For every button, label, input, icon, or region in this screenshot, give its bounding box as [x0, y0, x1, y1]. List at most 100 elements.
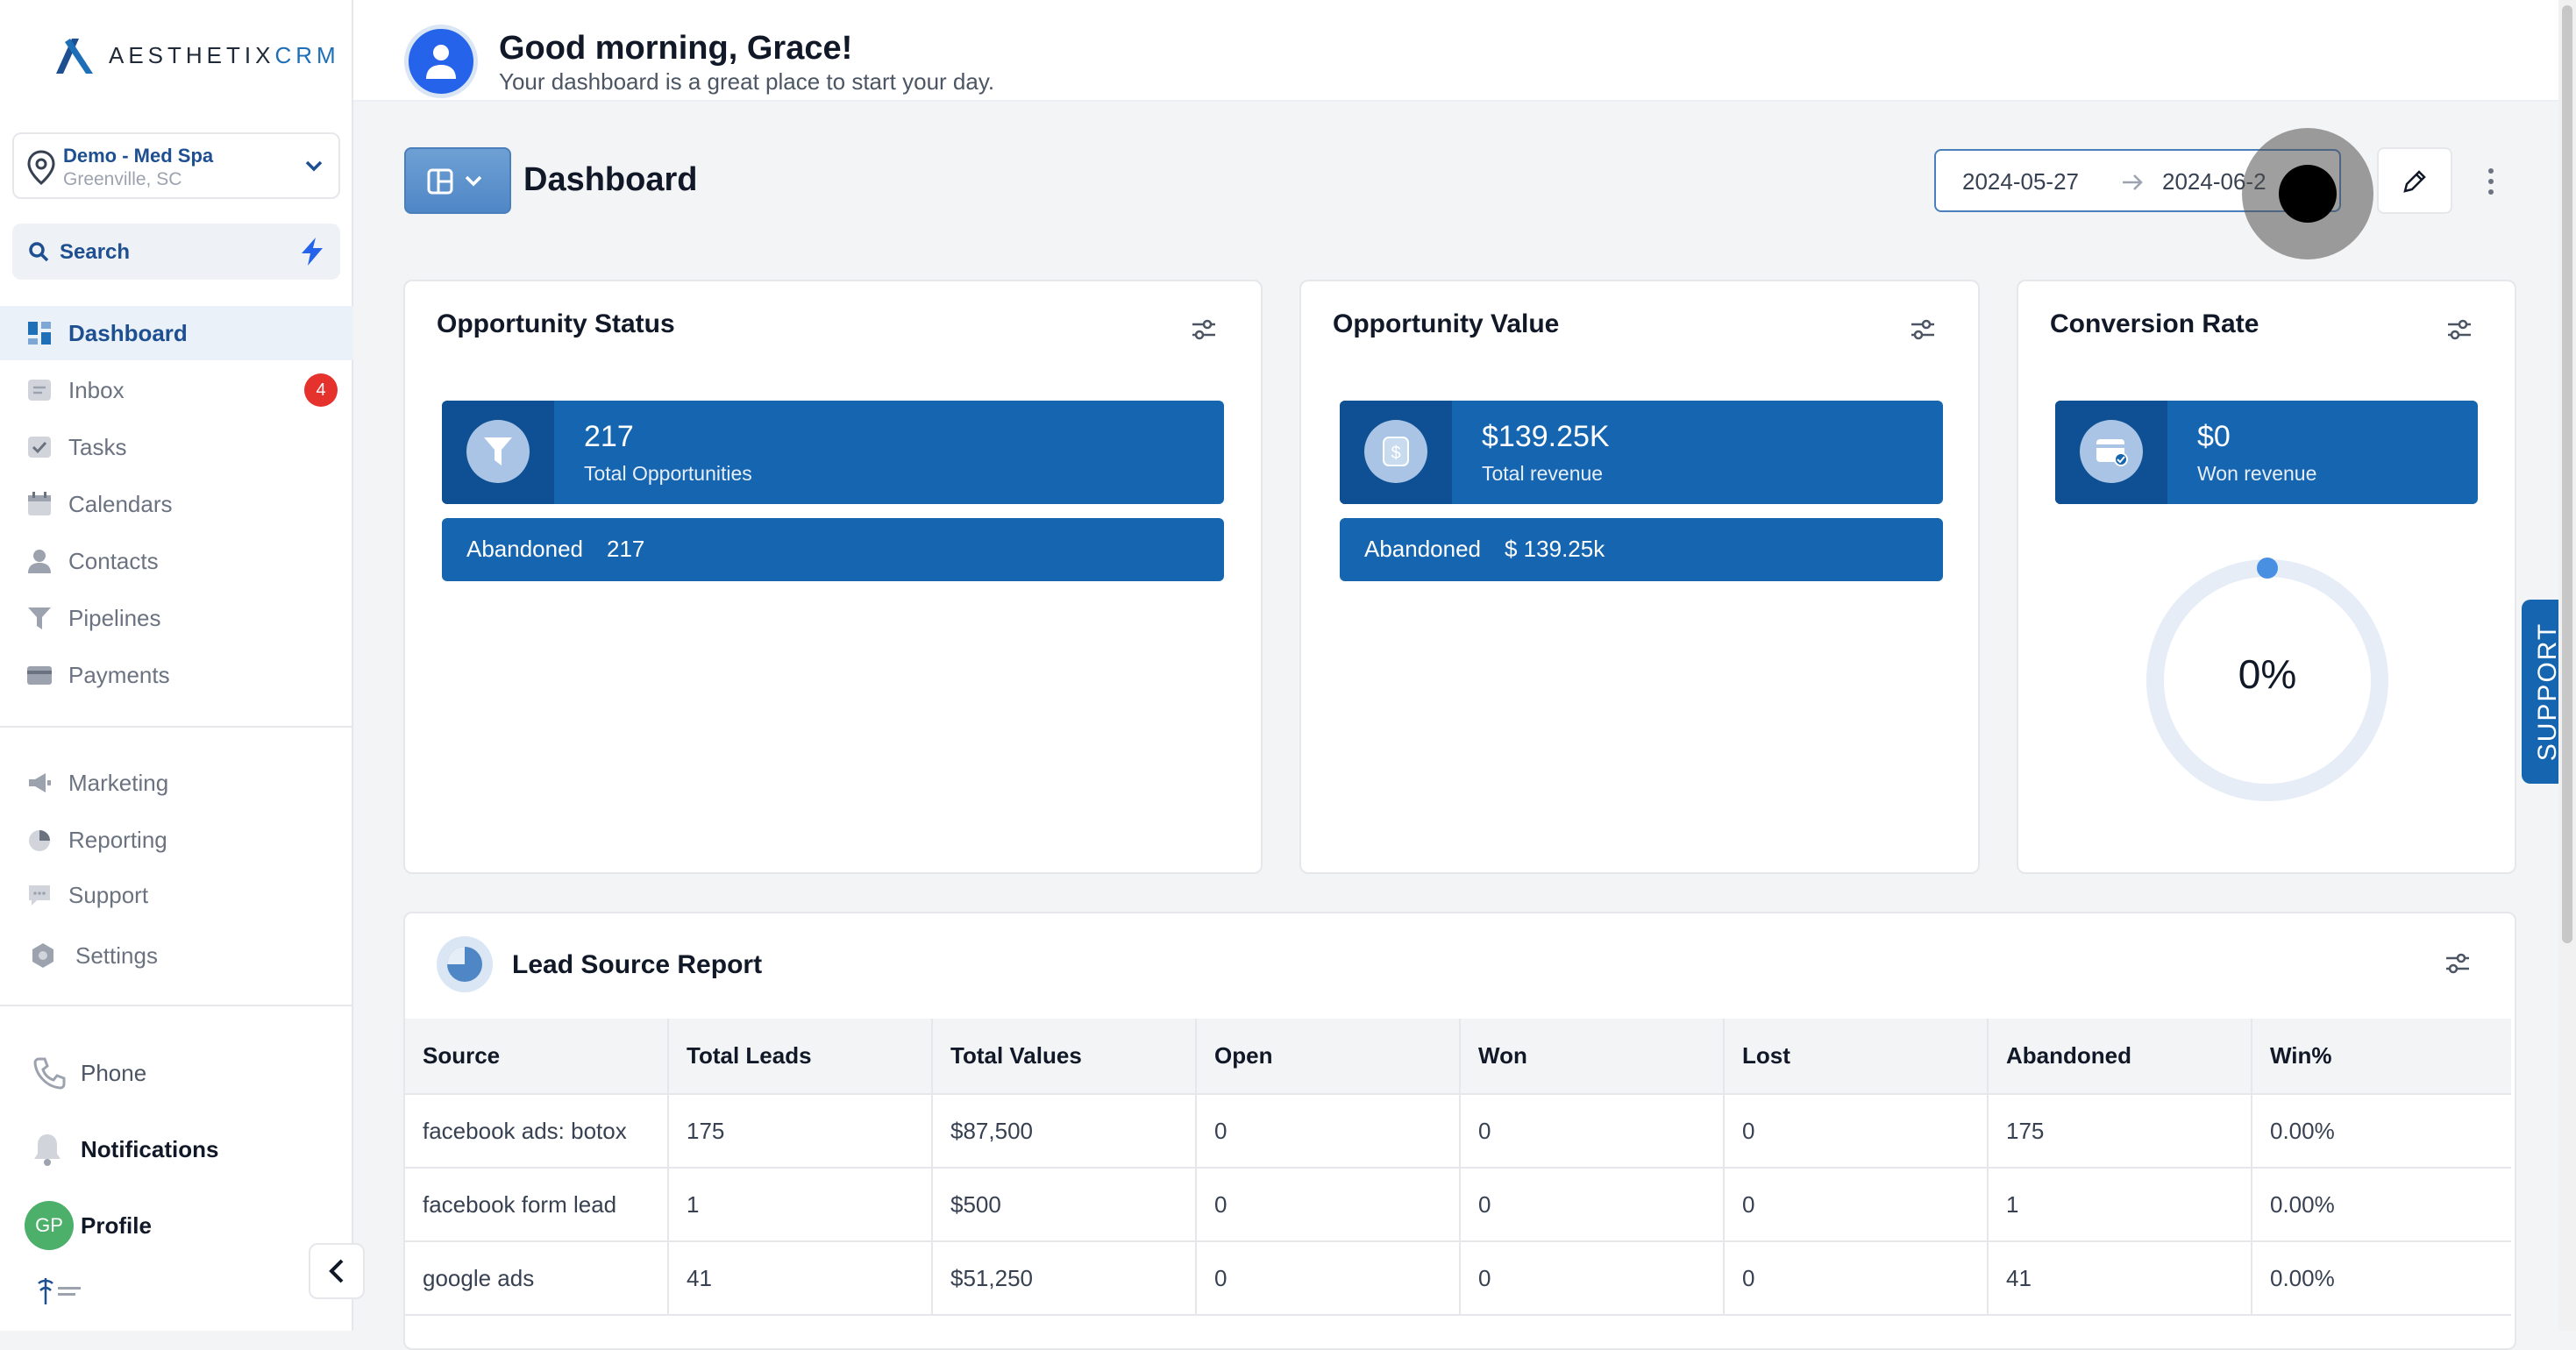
column-header[interactable]: Open [1196, 1019, 1461, 1095]
gauge-knob [2257, 558, 2278, 579]
stat-value: $0 [2197, 420, 2231, 453]
sidebar-item-calendars[interactable]: Calendars [0, 477, 353, 531]
sidebar-divider [0, 726, 353, 728]
lead-source-table: Source Total Leads Total Values Open Won… [405, 1019, 2511, 1316]
notifications-button[interactable]: Notifications [0, 1123, 353, 1176]
column-header[interactable]: Abandoned [1988, 1019, 2252, 1095]
marketing-icon [29, 773, 51, 792]
greeting-title: Good morning, Grace! [499, 30, 853, 67]
reporting-icon [29, 830, 50, 851]
more-options-icon[interactable] [2480, 167, 2501, 196]
pie-chart-icon [447, 947, 482, 982]
sidebar-item-label: Calendars [68, 490, 173, 517]
phone-label: Phone [81, 1059, 147, 1086]
column-header[interactable]: Total Values [932, 1019, 1197, 1095]
dashboard-switcher-button[interactable] [404, 147, 511, 214]
sidebar-item-payments[interactable]: Payments [0, 648, 353, 702]
profile-button[interactable]: GP Profile [0, 1199, 353, 1252]
abandoned-row[interactable]: Abandoned 217 [442, 518, 1224, 581]
stat-icon-box [442, 401, 554, 504]
quick-action-bolt-icon[interactable] [296, 236, 328, 267]
date-start: 2024-05-27 [1962, 168, 2079, 195]
column-header[interactable]: Won [1460, 1019, 1725, 1095]
table-header-row: Source Total Leads Total Values Open Won… [405, 1019, 2511, 1095]
brand-logo[interactable]: AESTHETIXCRM [53, 33, 340, 77]
won-revenue-stat[interactable]: $0 Won revenue [2055, 401, 2478, 504]
sidebar-item-dashboard[interactable]: Dashboard [0, 306, 353, 360]
sidebar-item-marketing[interactable]: Marketing [0, 756, 353, 810]
table-cell: 1 [668, 1168, 933, 1242]
column-header[interactable]: Total Leads [668, 1019, 933, 1095]
sidebar-item-reporting[interactable]: Reporting [0, 813, 353, 867]
column-header[interactable]: Lost [1724, 1019, 1989, 1095]
table-cell: 0 [1196, 1168, 1461, 1242]
stat-value: 217 [584, 420, 634, 453]
calendar-icon [28, 492, 51, 515]
sidebar-item-label: Settings [75, 941, 158, 969]
stat-icon-box: $ [1340, 401, 1452, 504]
sidebar-item-support[interactable]: Support [0, 868, 353, 922]
profile-label: Profile [81, 1211, 152, 1239]
table-cell: 0.00% [2252, 1241, 2511, 1316]
phone-icon [33, 1057, 66, 1090]
table-cell: 0 [1724, 1168, 1989, 1242]
sidebar: AESTHETIXCRM Demo - Med Spa Greenville, … [0, 0, 353, 1331]
pipelines-icon [28, 608, 51, 629]
row-label: Abandoned [1364, 536, 1482, 562]
sidebar-item-label: Inbox [68, 376, 125, 403]
payments-icon [27, 666, 52, 685]
chevron-down-icon [305, 160, 323, 172]
total-opportunities-stat[interactable]: 217 Total Opportunities [442, 401, 1224, 504]
collapse-sidebar-button[interactable] [309, 1243, 365, 1299]
greeting-header: Good morning, Grace! Your dashboard is a… [353, 0, 2576, 102]
location-switcher[interactable]: Demo - Med Spa Greenville, SC [12, 132, 340, 199]
dashboard-icon [28, 322, 51, 345]
sidebar-item-label: Marketing [68, 769, 169, 796]
total-revenue-stat[interactable]: $ $139.25K Total revenue [1340, 401, 1943, 504]
sidebar-item-contacts[interactable]: Contacts [0, 534, 353, 588]
sidebar-item-inbox[interactable]: Inbox 4 [0, 363, 353, 417]
row-label: Abandoned [466, 536, 584, 562]
filter-icon[interactable] [2444, 950, 2471, 977]
lead-source-report-card: Lead Source Report Source Total Leads To… [403, 912, 2516, 1350]
table-cell: 41 [1988, 1241, 2252, 1316]
scrollbar-thumb[interactable] [2562, 5, 2572, 943]
table-cell: $51,250 [932, 1241, 1197, 1316]
greeting-subtitle: Your dashboard is a great place to start… [499, 68, 995, 95]
filter-icon[interactable] [1910, 316, 1936, 343]
edit-dashboard-button[interactable] [2377, 147, 2452, 214]
column-header[interactable]: Win% [2252, 1019, 2511, 1095]
sidebar-item-tasks[interactable]: Tasks [0, 420, 353, 474]
location-name: Demo - Med Spa [63, 145, 214, 167]
card-title: Conversion Rate [2050, 309, 2259, 338]
opportunity-status-card: Opportunity Status 217 Total Opportuniti… [403, 280, 1263, 874]
table-cell: 0 [1460, 1168, 1725, 1242]
stat-label: Total revenue [1482, 462, 1604, 485]
sidebar-item-pipelines[interactable]: Pipelines [0, 591, 353, 645]
arrow-right-icon [2123, 174, 2143, 190]
table-cell: 175 [1988, 1094, 2252, 1169]
logo-mark-icon [56, 39, 93, 74]
table-row[interactable]: google ads 41 $51,250 0 0 0 41 0.00% [405, 1241, 2511, 1316]
column-header[interactable]: Source [405, 1019, 669, 1095]
table-row[interactable]: facebook ads: botox 175 $87,500 0 0 0 17… [405, 1094, 2511, 1169]
table-cell: $87,500 [932, 1094, 1197, 1169]
phone-button[interactable]: Phone [0, 1047, 353, 1099]
table-cell: 0 [1724, 1241, 1989, 1316]
search-bar[interactable]: Search [12, 224, 340, 280]
table-cell: 0.00% [2252, 1094, 2511, 1169]
abandoned-row[interactable]: Abandoned $ 139.25k [1340, 518, 1943, 581]
card-title: Opportunity Status [437, 309, 675, 338]
table-cell: 0 [1460, 1094, 1725, 1169]
page-scrollbar[interactable] [2558, 0, 2576, 1331]
sidebar-item-label: Tasks [68, 433, 127, 460]
dollar-icon: $ [1383, 437, 1409, 466]
filter-icon[interactable] [1191, 316, 1217, 343]
sidebar-item-label: Pipelines [68, 604, 161, 631]
sidebar-item-settings[interactable]: Settings [0, 928, 353, 983]
dashboard-toolbar: Dashboard 2024-05-27 2024-06-2 [353, 102, 2576, 259]
table-cell: $500 [932, 1168, 1197, 1242]
filter-icon[interactable] [2446, 316, 2473, 343]
settings-icon [32, 943, 53, 968]
table-row[interactable]: facebook form lead 1 $500 0 0 0 1 0.00% [405, 1168, 2511, 1242]
